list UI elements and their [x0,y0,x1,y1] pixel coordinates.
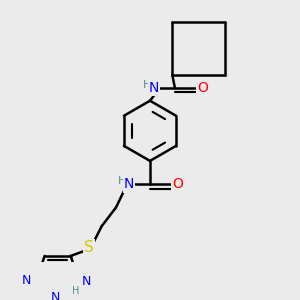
Text: O: O [197,81,208,94]
Text: N: N [124,177,134,191]
Text: N: N [82,275,91,288]
Text: H: H [118,176,127,186]
Text: N: N [50,291,60,300]
Text: S: S [84,240,94,255]
Text: N: N [149,81,159,94]
Text: O: O [172,177,183,191]
Text: H: H [143,80,152,89]
Text: N: N [21,274,31,287]
Text: H: H [73,286,80,296]
